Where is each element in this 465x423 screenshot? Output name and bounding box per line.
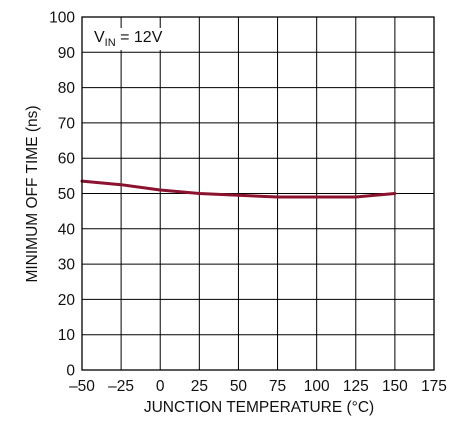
y-tick-label: 90: [58, 45, 76, 62]
y-tick-label: 50: [58, 186, 76, 203]
annotation-vin: VIN = 12V: [94, 29, 163, 49]
y-tick-label: 20: [58, 292, 76, 309]
series-line: [80, 179, 397, 199]
grid: [82, 17, 434, 370]
annotation-background: [91, 28, 166, 50]
y-tick-label: 40: [58, 221, 76, 238]
y-tick-label: 30: [58, 257, 76, 274]
y-tick-label: 0: [66, 363, 75, 380]
x-tick-label: 100: [304, 378, 330, 395]
x-tick-label: 50: [230, 378, 248, 395]
x-tick-label: 25: [191, 378, 208, 395]
x-tick-label: –50: [69, 378, 95, 395]
y-tick-label: 10: [58, 327, 76, 344]
annotation-suffix: = 12V: [116, 29, 163, 46]
x-tick-label: 150: [382, 378, 408, 395]
series-layer: [80, 179, 397, 199]
y-tick-label: 70: [58, 115, 76, 132]
y-tick-label: 80: [58, 80, 76, 97]
x-tick-label: 125: [343, 378, 369, 395]
x-tick-label: 0: [156, 378, 165, 395]
y-tick-label: 100: [49, 10, 75, 27]
x-tick-label: 75: [269, 378, 286, 395]
x-tick-labels: –50 –25 0 25 50 75 100 125 150 175: [69, 378, 447, 395]
x-tick-label: –25: [108, 378, 134, 395]
annotation-subscript: IN: [105, 37, 116, 49]
plot-frame: [81, 16, 435, 371]
y-axis-title: MINIMUM OFF TIME (ns): [24, 105, 41, 282]
y-tick-labels: 0 10 20 30 40 50 60 70 80 90 100: [49, 10, 75, 380]
x-axis-title: JUNCTION TEMPERATURE (°C): [144, 399, 374, 416]
x-tick-label: 175: [421, 378, 447, 395]
y-tick-label: 60: [58, 151, 76, 168]
annotation-prefix: V: [94, 29, 105, 46]
